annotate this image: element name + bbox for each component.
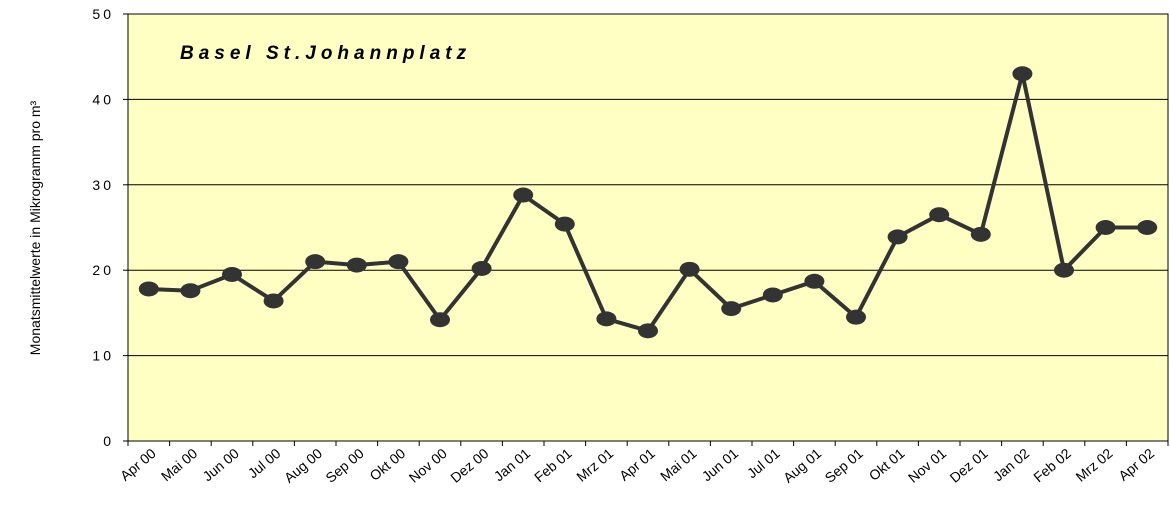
data-point	[596, 311, 617, 327]
data-point	[1137, 220, 1158, 235]
data-point	[388, 254, 409, 270]
data-point	[1095, 220, 1116, 235]
chart-title: Basel St.Johannplatz	[180, 43, 471, 64]
data-point	[887, 229, 908, 245]
x-tick-label: Mrz 02	[1072, 445, 1115, 485]
data-point	[554, 216, 575, 232]
x-tick-label: Apr 02	[1115, 445, 1157, 484]
x-tick-label: Jun 00	[199, 445, 242, 484]
data-point	[305, 254, 326, 270]
data-point	[222, 266, 242, 282]
x-tick-label: Mai 01	[657, 445, 700, 484]
data-point	[846, 309, 866, 325]
x-tick-label: Feb 01	[531, 445, 575, 485]
x-tick-label: Apr 01	[616, 445, 658, 484]
x-tick-label: Jan 02	[990, 445, 1033, 484]
x-tick-label: Aug 00	[281, 445, 325, 486]
x-tick-label: Mai 00	[158, 445, 201, 484]
x-tick-label: Sep 01	[822, 445, 866, 486]
x-tick-label: Nov 01	[905, 445, 949, 486]
data-point	[638, 323, 658, 339]
data-point	[929, 207, 950, 223]
y-tick-label: 0	[103, 433, 114, 449]
data-point	[346, 257, 367, 273]
data-point	[1012, 66, 1033, 82]
data-point	[513, 187, 534, 203]
x-tick-label: Sep 00	[322, 445, 366, 486]
data-point	[180, 283, 201, 299]
data-point	[263, 293, 284, 309]
x-tick-label: Aug 01	[780, 445, 824, 486]
x-tick-label: Okt 00	[366, 445, 408, 484]
data-point	[762, 287, 783, 303]
x-tick-label: Dez 00	[447, 445, 491, 486]
x-tick-label: Nov 00	[406, 445, 450, 486]
x-tick-label: Dez 01	[946, 445, 990, 486]
data-point	[1054, 262, 1074, 278]
x-tick-label: Jul 00	[245, 445, 284, 481]
data-point	[430, 312, 450, 328]
data-point	[138, 281, 159, 297]
y-tick-label: 10	[92, 348, 114, 364]
y-axis-label: Monatsmittelwerte in Mikrogramm pro m³	[27, 100, 43, 355]
data-point	[679, 261, 700, 277]
y-tick-label: 30	[92, 177, 114, 193]
data-point	[804, 273, 825, 289]
y-tick-label: 40	[92, 91, 114, 107]
x-tick-label: Jul 01	[744, 445, 783, 481]
x-tick-label: Mrz 01	[573, 445, 616, 485]
data-point	[970, 226, 991, 242]
plot-area	[127, 13, 1169, 442]
y-tick-label: 20	[92, 262, 114, 278]
x-tick-label: Feb 02	[1030, 445, 1074, 485]
data-point	[471, 260, 492, 276]
x-tick-label: Jun 01	[699, 445, 742, 484]
x-tick-label: Apr 00	[117, 445, 159, 484]
y-tick-label: 50	[92, 6, 114, 22]
data-point	[721, 301, 742, 317]
x-tick-label: Okt 01	[866, 445, 908, 484]
x-tick-label: Jan 01	[491, 445, 534, 484]
